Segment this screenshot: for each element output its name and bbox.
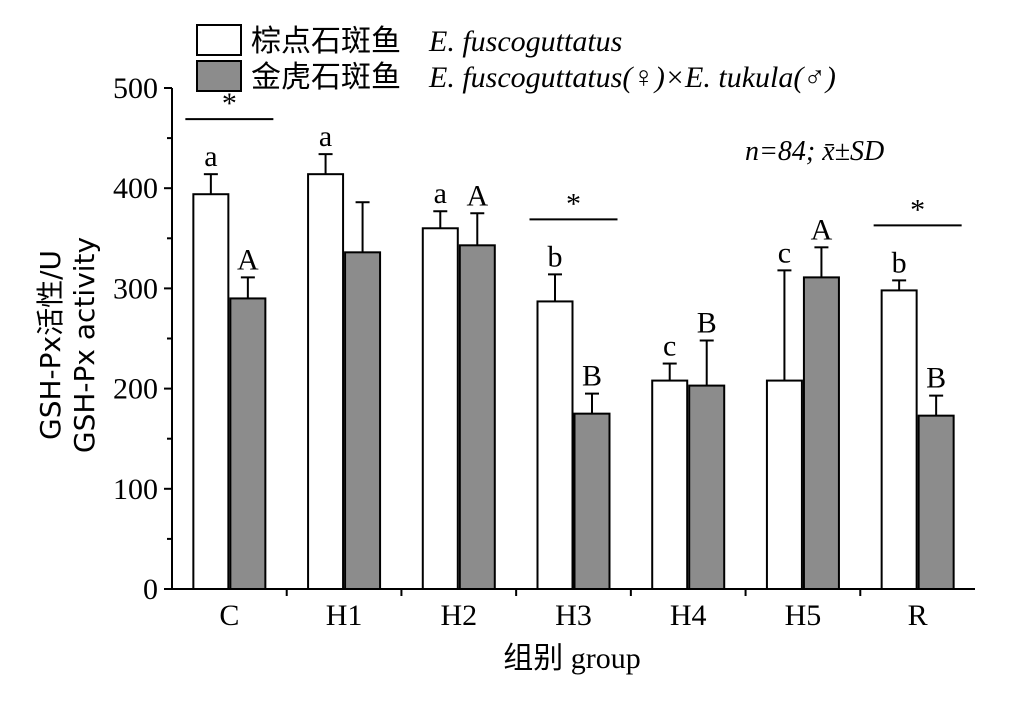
stats-annotation: n=84; x̄±SD — [745, 136, 884, 167]
bar-series-1 — [765, 379, 803, 591]
y-axis-title: GSH-Px活性/U GSH-Px activity — [34, 237, 101, 453]
significance-letter: c — [663, 330, 676, 363]
significance-letter: B — [926, 362, 946, 395]
significance-letter: A — [237, 243, 259, 276]
y-tick-label: 0 — [143, 573, 158, 606]
y-tick-label: 200 — [113, 373, 158, 406]
significance-star: * — [566, 187, 581, 220]
y-tick-label: 500 — [113, 72, 158, 105]
legend-swatch-series-2 — [196, 60, 242, 92]
y-axis-title-line-1: GSH-Px活性/U — [34, 250, 67, 440]
significance-letter: B — [697, 307, 717, 340]
legend-label-zh-series-2: 金虎石斑鱼 — [251, 61, 401, 94]
significance-letter: A — [466, 179, 488, 212]
bar-series-2 — [229, 297, 267, 590]
x-tick-label: H1 — [326, 599, 363, 632]
bar-series-1 — [307, 173, 345, 590]
bar-series-2 — [573, 412, 611, 590]
x-tick-label: H3 — [555, 599, 592, 632]
bar-series-2 — [917, 414, 955, 590]
x-tick-label: R — [908, 599, 928, 632]
significance-letter: A — [811, 213, 833, 246]
significance-letter: b — [548, 240, 563, 273]
significance-letter: c — [778, 236, 791, 269]
bar-series-2 — [458, 244, 496, 590]
x-axis-title: 组别 group — [503, 642, 641, 675]
significance-letter: B — [582, 360, 602, 393]
bar-series-2 — [802, 276, 840, 590]
legend-label-zh-series-1: 棕点石斑鱼 — [251, 25, 401, 58]
y-tick-label: 300 — [113, 272, 158, 305]
legend-label-latin-series-2: E. fuscoguttatus(♀)×E. tukula(♂) — [428, 61, 836, 94]
legend-label-latin-series-1: E. fuscoguttatus — [428, 25, 622, 58]
bar-series-1 — [880, 289, 918, 590]
significance-star: * — [910, 193, 925, 226]
bar-series-1 — [536, 300, 574, 590]
legend-swatch-series-1 — [196, 24, 242, 56]
significance-star: * — [222, 87, 237, 120]
bar-series-1 — [421, 227, 459, 590]
bar-series-1 — [651, 379, 689, 591]
y-tick-label: 100 — [113, 473, 158, 506]
significance-letter: a — [204, 140, 217, 173]
x-tick-label: H4 — [670, 599, 707, 632]
x-tick-label: H5 — [785, 599, 822, 632]
significance-letter: b — [892, 246, 907, 279]
x-tick-label: H2 — [440, 599, 477, 632]
significance-letter: a — [319, 120, 332, 153]
x-tick-label: C — [219, 599, 239, 632]
legend: 棕点石斑鱼 E. fuscoguttatus 金虎石斑鱼 E. fuscogut… — [196, 24, 836, 94]
y-tick-label: 400 — [113, 172, 158, 205]
bar-series-2 — [688, 384, 726, 590]
bar-series-2 — [344, 251, 382, 590]
bar-series-1 — [192, 193, 230, 590]
y-axis-title-line-2: GSH-Px activity — [68, 237, 101, 453]
significance-letter: a — [434, 177, 447, 210]
